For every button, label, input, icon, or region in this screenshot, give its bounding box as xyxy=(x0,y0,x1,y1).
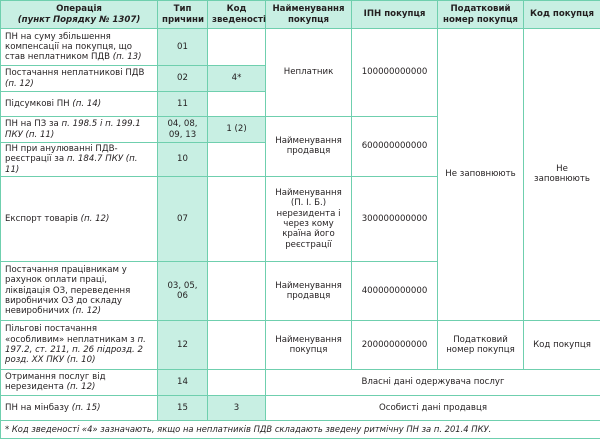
buyer-ipn-cell: 300000000000 xyxy=(352,176,438,261)
operation-text: Експорт товарів xyxy=(5,214,78,224)
merged-data-cell: Особисті дані продавця xyxy=(266,395,600,420)
table-row: Пільгові постачання «особливим» неплатни… xyxy=(1,320,600,369)
header-operation-ref: (пункт Порядку № 1307) xyxy=(18,15,141,25)
table-row: Отримання послуг від нерезидента (п. 12)… xyxy=(1,369,600,395)
buyer-name-cell: Неплатник xyxy=(266,29,352,117)
reason-type-cell: 12 xyxy=(158,320,208,369)
code-cell xyxy=(208,29,266,66)
operation-ref: (п. 13) xyxy=(113,52,142,62)
reason-type-cell: 03, 05, 06 xyxy=(158,261,208,320)
footnote: * Код зведеності «4» зазначають, якщо на… xyxy=(1,420,600,438)
operation-ref: (п. 14) xyxy=(72,99,101,109)
operation-text: ПН на мінбазу xyxy=(5,403,69,413)
operation-text: ПН на ПЗ за xyxy=(5,119,59,129)
header-reason-type: Тип причини xyxy=(158,1,208,29)
tax-number-cell: Не заповнюють xyxy=(438,29,524,321)
operation-ref: (п. 12) xyxy=(72,306,101,316)
operation-cell: ПН на мінбазу (п. 15) xyxy=(1,395,158,420)
operation-cell: Пільгові постачання «особливим» неплатни… xyxy=(1,320,158,369)
code-cell xyxy=(208,261,266,320)
buyer-code-cell: Не заповнюють xyxy=(524,29,600,321)
code-cell xyxy=(208,143,266,177)
operation-cell: Постачання неплатникові ПДВ (п. 12) xyxy=(1,66,158,92)
operation-cell: ПН на суму збільшення компенсації на пок… xyxy=(1,29,158,66)
footnote-row: * Код зведеності «4» зазначають, якщо на… xyxy=(1,420,600,438)
operation-text: Пільгові постачання «особливим» неплатни… xyxy=(5,324,135,344)
buyer-ipn-cell: 200000000000 xyxy=(352,320,438,369)
code-cell xyxy=(208,92,266,117)
reason-type-cell: 02 xyxy=(158,66,208,92)
merged-data-cell: Власні дані одержувача послуг xyxy=(266,369,600,395)
reason-type-cell: 01 xyxy=(158,29,208,66)
reason-type-cell: 04, 08, 09, 13 xyxy=(158,117,208,143)
code-cell xyxy=(208,320,266,369)
reason-type-cell: 15 xyxy=(158,395,208,420)
header-operation-label: Операція xyxy=(56,4,102,14)
buyer-name-cell: Найменування покупця xyxy=(266,320,352,369)
buyer-name-cell: Найменування (П. І. Б.) нерезидента і че… xyxy=(266,176,352,261)
header-row: Операція(пункт Порядку № 1307) Тип причи… xyxy=(1,1,600,29)
buyer-code-cell: Код покупця xyxy=(524,320,600,369)
operation-ref: (п. 12) xyxy=(67,382,96,392)
table-row: ПН на суму збільшення компенсації на пок… xyxy=(1,29,600,66)
reason-type-cell: 14 xyxy=(158,369,208,395)
operation-cell: Експорт товарів (п. 12) xyxy=(1,176,158,261)
code-cell: 4* xyxy=(208,66,266,92)
operation-cell: Отримання послуг від нерезидента (п. 12) xyxy=(1,369,158,395)
operation-cell: ПН при анулюванні ПДВ-реєстрації за п. 1… xyxy=(1,143,158,177)
header-operation: Операція(пункт Порядку № 1307) xyxy=(1,1,158,29)
buyer-ipn-cell: 100000000000 xyxy=(352,29,438,117)
code-cell xyxy=(208,369,266,395)
reason-type-cell: 07 xyxy=(158,176,208,261)
header-buyer-ipn: ІПН покупця xyxy=(352,1,438,29)
operation-text: Підсумкові ПН xyxy=(5,99,70,109)
code-cell: 1 (2) xyxy=(208,117,266,143)
buyer-ipn-cell: 600000000000 xyxy=(352,117,438,177)
operation-ref: (п. 12) xyxy=(81,214,110,224)
header-consolidation-code: Код зведеності xyxy=(208,1,266,29)
code-cell xyxy=(208,176,266,261)
operation-cell: Підсумкові ПН (п. 14) xyxy=(1,92,158,117)
buyer-name-cell: Найменування продавця xyxy=(266,261,352,320)
header-buyer-name: Найменування покупця xyxy=(266,1,352,29)
tax-number-cell: Податковий номер покупця xyxy=(438,320,524,369)
operation-cell: Постачання працівникам у рахунок оплати … xyxy=(1,261,158,320)
operation-text: Постачання працівникам у рахунок оплати … xyxy=(5,265,130,316)
operation-cell: ПН на ПЗ за п. 198.5 і п. 199.1 ПКУ (п. … xyxy=(1,117,158,143)
operation-text: Постачання неплатникові ПДВ xyxy=(5,68,144,78)
header-buyer-code: Код покупця xyxy=(524,1,600,29)
header-buyer-tax-number: Податковий номер покупця xyxy=(438,1,524,29)
reason-type-cell: 11 xyxy=(158,92,208,117)
table-row: ПН на мінбазу (п. 15) 15 3 Особисті дані… xyxy=(1,395,600,420)
operation-ref: (п. 15) xyxy=(72,403,101,413)
code-cell: 3 xyxy=(208,395,266,420)
buyer-ipn-cell: 400000000000 xyxy=(352,261,438,320)
reason-type-cell: 10 xyxy=(158,143,208,177)
buyer-name-cell: Найменування продавця xyxy=(266,117,352,177)
operation-ref: (п. 12) xyxy=(5,79,34,89)
